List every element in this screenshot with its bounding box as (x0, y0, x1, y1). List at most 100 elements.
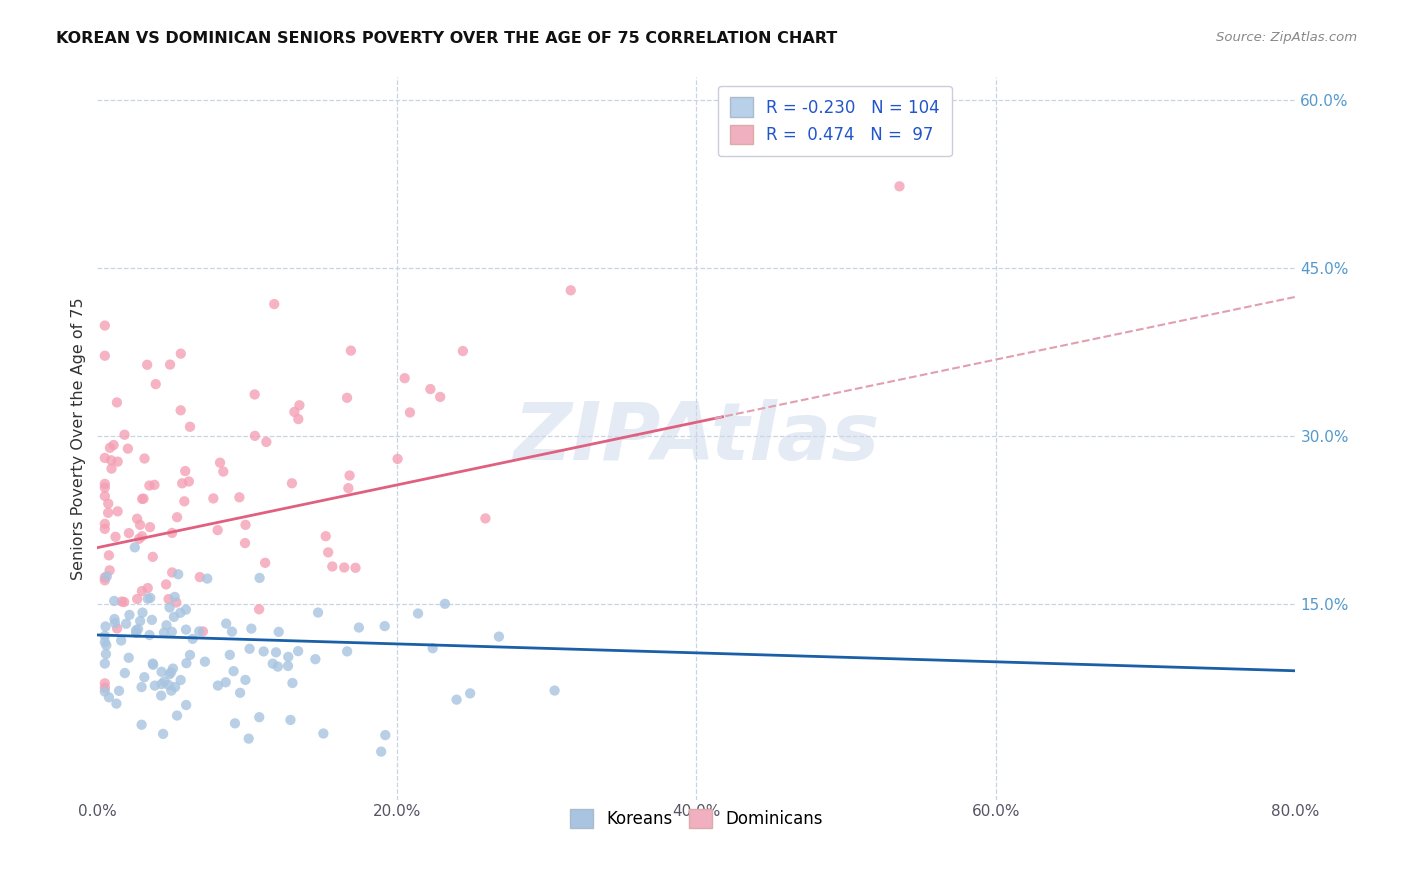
Point (124, 541, 146, 555)
Point (160, 566, 183, 580)
Point (315, 529, 337, 543)
Point (129, 614, 152, 628)
Point (97, 549, 120, 563)
Point (889, 179, 911, 194)
Point (150, 665, 173, 679)
Point (94, 647, 117, 661)
Point (209, 456, 232, 470)
Point (288, 398, 311, 412)
Point (167, 567, 190, 582)
Point (344, 561, 367, 575)
Point (374, 728, 396, 742)
Point (94, 635, 117, 649)
Point (143, 478, 166, 492)
Point (134, 451, 156, 466)
Point (287, 644, 309, 658)
Point (96, 638, 118, 652)
Point (173, 494, 195, 508)
Point (103, 612, 125, 626)
Point (100, 453, 122, 467)
Point (97, 497, 120, 511)
Point (340, 343, 363, 358)
Point (169, 403, 191, 417)
Point (94, 450, 117, 465)
Point (127, 622, 149, 636)
Point (347, 621, 370, 635)
Point (181, 632, 204, 646)
Point (488, 630, 510, 644)
Point (153, 674, 176, 689)
Point (174, 602, 197, 616)
Point (267, 659, 290, 673)
Point (97, 506, 120, 520)
Point (239, 641, 262, 656)
Point (287, 412, 309, 426)
Point (129, 517, 152, 532)
Point (207, 679, 229, 693)
Point (433, 597, 456, 611)
Point (98, 441, 121, 455)
Point (160, 525, 183, 540)
Point (228, 491, 250, 505)
Point (253, 644, 276, 658)
Point (224, 716, 246, 731)
Point (277, 659, 299, 673)
Text: ZIPAtlas: ZIPAtlas (513, 400, 880, 477)
Point (98, 563, 121, 577)
Point (162, 662, 184, 676)
Point (446, 692, 468, 706)
Point (153, 625, 176, 640)
Point (94, 570, 117, 584)
Point (118, 607, 141, 622)
Point (94, 574, 117, 588)
Point (247, 710, 270, 724)
Point (104, 530, 127, 544)
Text: Source: ZipAtlas.com: Source: ZipAtlas.com (1216, 31, 1357, 45)
Point (115, 616, 138, 631)
Point (174, 464, 197, 478)
Point (195, 572, 218, 586)
Point (152, 727, 174, 741)
Point (280, 713, 302, 727)
Point (139, 520, 162, 534)
Point (103, 438, 125, 452)
Point (337, 481, 360, 495)
Point (560, 283, 582, 297)
Point (96, 569, 118, 583)
Point (155, 577, 177, 591)
Point (131, 584, 153, 599)
Point (170, 346, 193, 360)
Point (163, 590, 186, 604)
Point (174, 698, 197, 712)
Point (131, 606, 153, 620)
Point (138, 628, 160, 642)
Point (281, 676, 304, 690)
Point (238, 731, 260, 746)
Point (94, 318, 117, 333)
Point (157, 678, 180, 692)
Point (128, 532, 150, 546)
Point (131, 529, 153, 543)
Point (94, 349, 117, 363)
Point (94, 489, 117, 503)
Point (112, 595, 135, 609)
Point (110, 633, 132, 648)
Point (94, 684, 117, 698)
Point (94, 481, 117, 495)
Point (132, 491, 155, 506)
Point (191, 624, 214, 639)
Point (229, 686, 252, 700)
Point (240, 622, 263, 636)
Point (143, 679, 166, 693)
Point (339, 468, 361, 483)
Point (159, 358, 181, 372)
Point (370, 745, 392, 759)
Point (451, 344, 474, 359)
Point (422, 641, 444, 656)
Point (194, 655, 217, 669)
Point (174, 623, 197, 637)
Point (142, 657, 165, 671)
Point (406, 607, 429, 621)
Point (136, 591, 159, 606)
Point (399, 405, 422, 419)
